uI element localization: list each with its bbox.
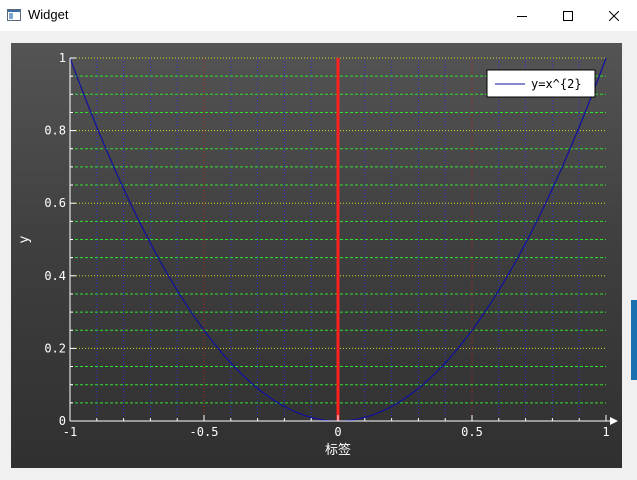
x-tick-label: 0.5 [461, 425, 483, 439]
x-tick-label: -1 [63, 425, 77, 439]
legend[interactable]: y=x^{2} [486, 69, 596, 98]
maximize-icon [563, 10, 573, 21]
y-axis-label: y [17, 235, 32, 243]
x-axis-label: 标签 [325, 442, 351, 458]
axes [69, 57, 618, 425]
x-axis-arrow [610, 417, 618, 425]
x-tick-label: 0 [334, 425, 341, 439]
x-tick-label: -0.5 [190, 425, 219, 439]
close-button[interactable] [591, 0, 637, 31]
tick-labels: -1 -0.5 0 0.5 1 0 0.2 0.4 0.6 0.8 1 [44, 51, 609, 439]
plot-widget[interactable]: -1 -0.5 0 0.5 1 0 0.2 0.4 0.6 0.8 1 标签 y y=x^{2} [11, 43, 622, 468]
title-bar[interactable]: Widget [0, 0, 637, 31]
background-window-edge [631, 300, 637, 380]
y-tick-label: 0.4 [44, 269, 66, 283]
plot-canvas[interactable]: -1 -0.5 0 0.5 1 0 0.2 0.4 0.6 0.8 1 标签 y y=x^{2} [11, 43, 622, 468]
y-tick-label: 0.6 [44, 196, 66, 210]
y-tick-label: 0.8 [44, 124, 66, 138]
minimize-icon [517, 15, 527, 17]
y-tick-label: 0.2 [44, 341, 66, 355]
close-icon [609, 10, 619, 21]
app-window-icon [7, 9, 21, 21]
y-tick-label: 0 [59, 414, 66, 428]
legend-entry-label: y=x^{2} [531, 77, 582, 91]
window-title: Widget [28, 7, 69, 22]
maximize-button[interactable] [545, 0, 591, 31]
minimize-button[interactable] [499, 0, 545, 31]
y-tick-label: 1 [59, 51, 66, 65]
x-tick-label: 1 [602, 425, 609, 439]
